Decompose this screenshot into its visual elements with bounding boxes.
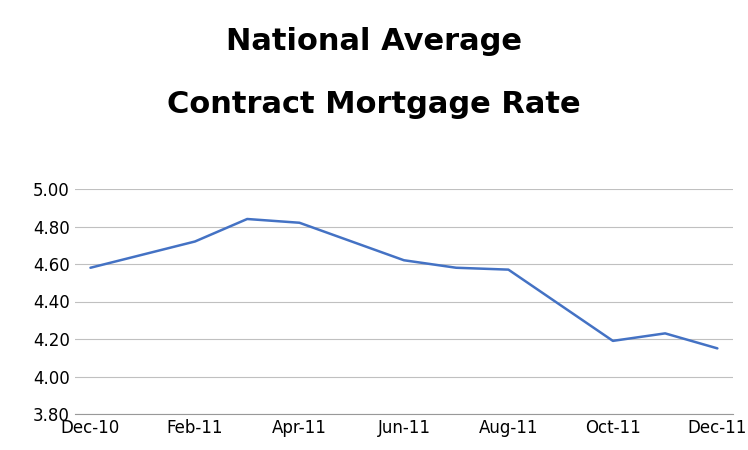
Text: National Average: National Average (226, 27, 522, 56)
Text: Contract Mortgage Rate: Contract Mortgage Rate (168, 90, 580, 119)
